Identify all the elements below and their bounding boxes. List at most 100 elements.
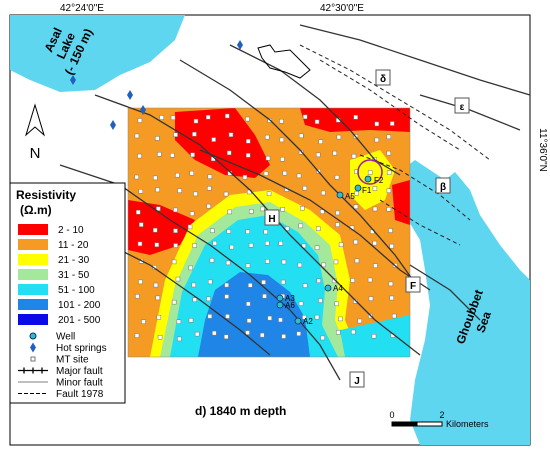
well — [276, 294, 284, 302]
mt-site — [263, 229, 268, 235]
mt-site — [173, 243, 178, 248]
mt-site — [321, 190, 326, 196]
well-label: A2 — [303, 317, 313, 326]
mt-site — [282, 170, 288, 176]
mt-site — [173, 228, 178, 233]
mt-site — [368, 296, 374, 301]
mt-site — [280, 207, 286, 212]
map-line — [419, 94, 521, 131]
mt-site — [373, 263, 378, 268]
mt-site — [227, 209, 232, 215]
mt-site — [260, 332, 265, 338]
mt-site — [173, 132, 178, 137]
mt-site — [266, 191, 272, 197]
legend-symbol — [29, 332, 37, 340]
map-line — [229, 44, 401, 176]
mt-site — [388, 228, 393, 233]
mt-site — [225, 314, 230, 319]
scale-seg — [391, 421, 418, 427]
coord-label: 11°36'0"N — [537, 128, 548, 172]
mt-site — [314, 245, 320, 250]
mt-site — [374, 121, 379, 127]
legend-swatch — [18, 254, 48, 265]
mt-site — [190, 152, 195, 158]
mt-site — [318, 139, 323, 144]
mt-site — [335, 210, 340, 216]
mt-site — [321, 262, 326, 268]
mt-site — [134, 133, 140, 139]
map-line — [409, 264, 481, 321]
mt-site — [280, 279, 286, 285]
well-label: F1 — [362, 186, 372, 195]
mt-site — [371, 334, 377, 339]
mt-site — [224, 294, 229, 299]
mt-site — [261, 279, 266, 285]
coord-label: 42°24'0"E — [60, 3, 104, 14]
map-line — [379, 199, 461, 246]
zone — [175, 108, 270, 178]
mt-site — [189, 211, 195, 216]
mt-site — [386, 170, 392, 175]
well — [276, 301, 284, 309]
legend-label: 201 - 500 — [58, 315, 101, 326]
hot-springs — [70, 40, 243, 130]
zone-box — [435, 177, 451, 194]
map-line — [59, 164, 341, 381]
mt-site — [229, 244, 234, 250]
mt-site — [302, 315, 307, 320]
mt-site — [171, 299, 177, 305]
mt-site — [350, 278, 355, 283]
mt-site — [175, 172, 180, 178]
legend-symbol — [30, 342, 36, 353]
map-line — [140, 105, 146, 115]
zone-label: F — [410, 281, 416, 292]
scale-tick: 2 — [439, 410, 444, 420]
north-label: N — [30, 145, 41, 162]
mt-site — [223, 191, 229, 197]
mt-site — [353, 204, 359, 209]
mt-site — [267, 315, 272, 321]
mt-site — [320, 209, 325, 214]
scale-seg — [416, 421, 443, 427]
legend-label: Major fault — [56, 366, 103, 377]
mt-site — [302, 283, 308, 288]
mt-site — [207, 186, 212, 191]
mt-site — [137, 241, 143, 247]
mt-site — [207, 314, 213, 319]
legend-swatch — [18, 299, 48, 310]
zone-box — [264, 209, 280, 226]
mt-site — [245, 116, 250, 122]
legend-label: 51 - 100 — [58, 285, 95, 296]
faults-1978 — [299, 44, 491, 246]
mt-site — [138, 279, 143, 285]
map-line — [199, 149, 431, 291]
mt-site — [188, 265, 193, 271]
mt-site — [159, 115, 164, 120]
coord-label: 42°30'0"E — [320, 3, 364, 14]
mt-site — [315, 226, 321, 231]
caption: d) 1840 m depth — [195, 404, 286, 418]
mt-site — [246, 138, 251, 144]
zone — [392, 180, 410, 225]
crater-outline — [257, 44, 311, 79]
mt-site — [314, 119, 320, 125]
mt-site — [137, 118, 143, 123]
mt-site — [353, 239, 358, 245]
legend-label: Fault 1978 — [56, 389, 104, 400]
mt-site — [155, 295, 161, 301]
mt-site — [263, 171, 269, 176]
mt-site — [336, 134, 342, 140]
mt-site — [245, 263, 251, 268]
legend-swatch — [18, 314, 48, 325]
mt-site — [302, 114, 308, 120]
mt-site — [170, 115, 176, 121]
mt-site — [280, 157, 285, 162]
mt-site — [141, 319, 146, 325]
mt-site — [192, 131, 197, 137]
mt-site — [296, 331, 301, 336]
mt-site — [170, 153, 175, 158]
mt-site — [155, 187, 160, 193]
mt-site — [354, 258, 360, 264]
mt-site — [334, 301, 340, 307]
well — [354, 184, 362, 192]
